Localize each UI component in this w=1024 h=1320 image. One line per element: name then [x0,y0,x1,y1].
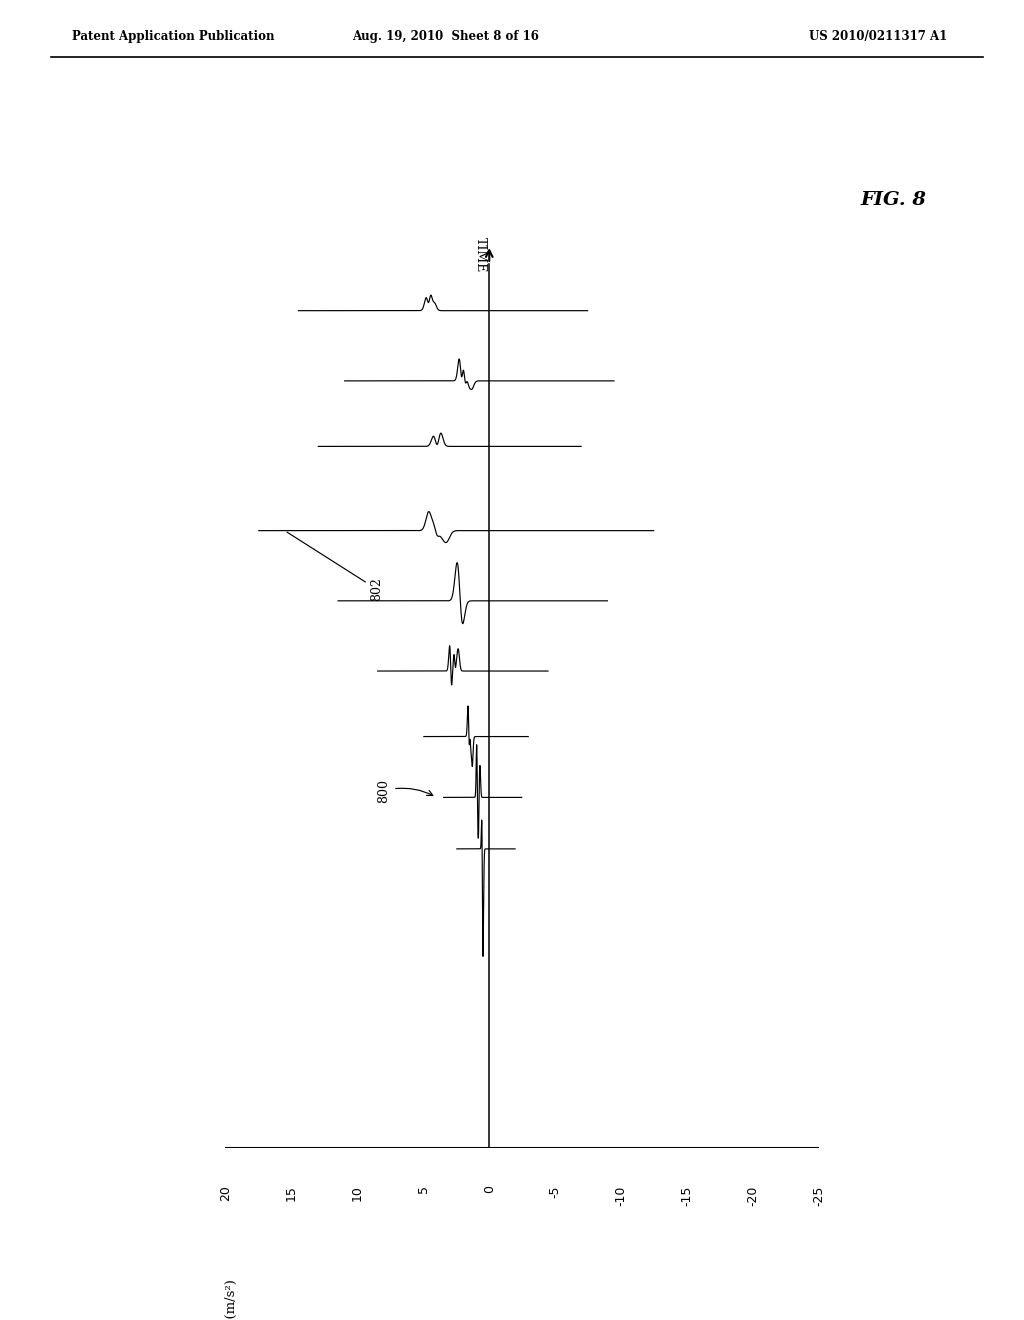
Text: 0: 0 [482,1185,496,1193]
Text: -15: -15 [681,1185,693,1206]
Text: 10: 10 [351,1185,364,1201]
Text: -5: -5 [549,1185,562,1199]
Text: 802: 802 [287,532,384,602]
Text: FIG. 8: FIG. 8 [861,191,927,210]
Text: 15: 15 [285,1185,298,1201]
Text: 20: 20 [219,1185,231,1201]
Text: 800: 800 [377,779,433,803]
Text: Aug. 19, 2010  Sheet 8 of 16: Aug. 19, 2010 Sheet 8 of 16 [352,30,539,42]
Text: US 2010/0211317 A1: US 2010/0211317 A1 [809,30,947,42]
Text: -25: -25 [813,1185,825,1206]
Text: -20: -20 [746,1185,760,1206]
Text: Acceleration (m/s²): Acceleration (m/s²) [225,1279,239,1320]
Text: TIME: TIME [473,236,486,272]
Text: -10: -10 [614,1185,628,1206]
Text: Patent Application Publication: Patent Application Publication [72,30,274,42]
Text: 5: 5 [417,1185,430,1193]
